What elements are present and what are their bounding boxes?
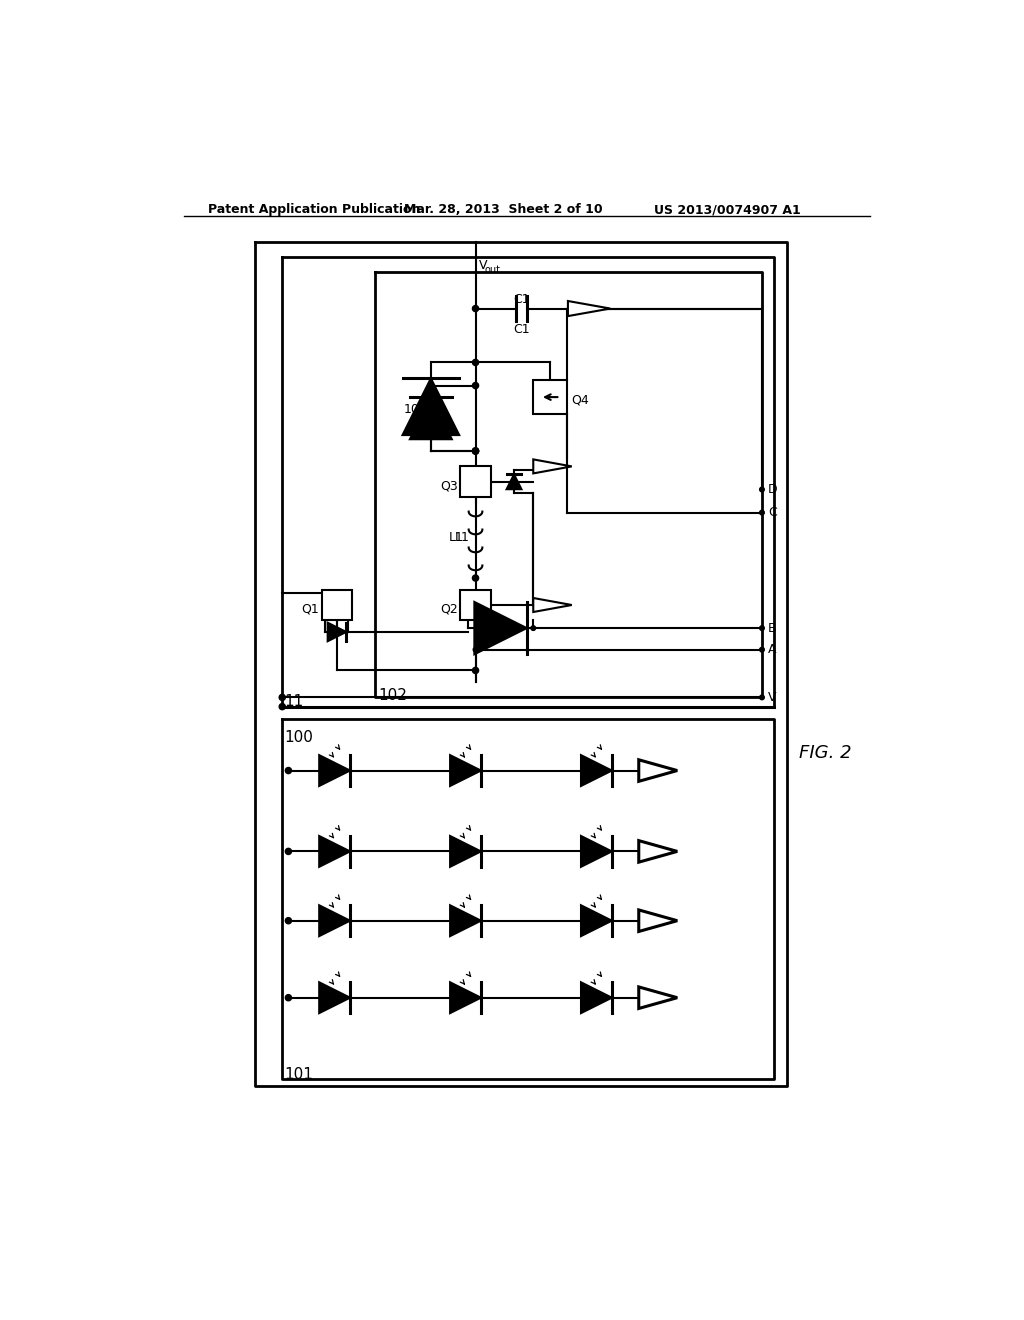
Text: Q4: Q4 — [571, 393, 589, 407]
Text: A: A — [768, 643, 776, 656]
Circle shape — [286, 995, 292, 1001]
Circle shape — [472, 359, 478, 366]
Polygon shape — [581, 836, 611, 867]
Polygon shape — [639, 760, 677, 781]
Circle shape — [760, 626, 764, 631]
Polygon shape — [568, 301, 610, 315]
Text: 101: 101 — [285, 1067, 313, 1082]
Polygon shape — [507, 474, 521, 490]
Circle shape — [286, 849, 292, 854]
Text: C1: C1 — [513, 323, 530, 337]
Polygon shape — [474, 602, 526, 655]
Text: 100: 100 — [285, 730, 313, 744]
Text: 11: 11 — [285, 693, 304, 709]
Circle shape — [760, 487, 764, 492]
Polygon shape — [534, 598, 571, 612]
Circle shape — [760, 647, 764, 652]
Polygon shape — [581, 755, 611, 785]
Text: C1: C1 — [513, 293, 530, 306]
Circle shape — [280, 704, 286, 710]
Bar — [460, 590, 490, 620]
Polygon shape — [319, 755, 350, 785]
Circle shape — [472, 447, 478, 454]
Circle shape — [472, 383, 478, 388]
Polygon shape — [319, 906, 350, 936]
Text: US 2013/0074907 A1: US 2013/0074907 A1 — [654, 203, 801, 216]
Polygon shape — [402, 379, 459, 436]
Polygon shape — [639, 909, 677, 932]
Circle shape — [472, 305, 478, 312]
Polygon shape — [639, 841, 677, 862]
Text: FIG. 2: FIG. 2 — [799, 743, 852, 762]
Polygon shape — [581, 982, 611, 1014]
Text: 104: 104 — [424, 412, 447, 425]
Polygon shape — [328, 623, 346, 642]
Text: L1: L1 — [450, 531, 464, 544]
Circle shape — [472, 668, 478, 673]
Bar — [534, 380, 567, 414]
Circle shape — [286, 917, 292, 924]
Text: B: B — [768, 622, 777, 635]
Polygon shape — [451, 982, 481, 1014]
Circle shape — [286, 767, 292, 774]
Text: V: V — [768, 690, 776, 704]
Polygon shape — [451, 836, 481, 867]
Polygon shape — [319, 836, 350, 867]
Polygon shape — [581, 906, 611, 936]
Text: V: V — [478, 259, 487, 272]
Text: Patent Application Publication: Patent Application Publication — [208, 203, 420, 216]
Text: Q2: Q2 — [440, 603, 458, 615]
Circle shape — [472, 576, 478, 581]
Text: C: C — [768, 506, 777, 519]
Text: D: D — [768, 483, 778, 496]
Circle shape — [280, 694, 286, 701]
Text: 104: 104 — [403, 403, 427, 416]
Polygon shape — [534, 459, 571, 474]
Circle shape — [760, 696, 764, 700]
Text: L1: L1 — [455, 531, 469, 544]
Polygon shape — [639, 987, 677, 1008]
Text: Mar. 28, 2013  Sheet 2 of 10: Mar. 28, 2013 Sheet 2 of 10 — [403, 203, 602, 216]
Polygon shape — [451, 906, 481, 936]
Polygon shape — [410, 397, 452, 440]
Circle shape — [472, 447, 478, 454]
Polygon shape — [451, 755, 481, 785]
Bar — [460, 466, 490, 498]
Circle shape — [472, 447, 478, 454]
Circle shape — [531, 626, 536, 631]
Polygon shape — [319, 982, 350, 1014]
Text: 102: 102 — [379, 688, 408, 704]
Circle shape — [473, 647, 478, 652]
Bar — [322, 590, 352, 620]
Text: Q3: Q3 — [440, 479, 458, 492]
Circle shape — [760, 511, 764, 515]
Text: out: out — [484, 264, 501, 275]
Text: Q1: Q1 — [301, 603, 319, 615]
